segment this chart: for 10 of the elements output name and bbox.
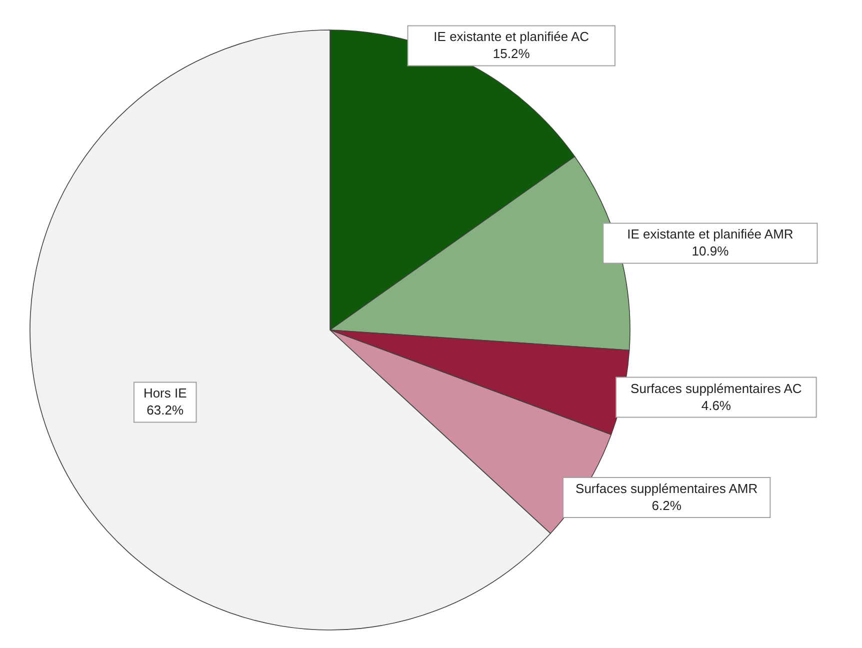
slice-label: IE existante et planifiée AC [434,29,590,44]
slice-label: IE existante et planifiée AMR [627,226,794,242]
data-label: 10.9% [692,244,730,259]
slice-label: Surfaces supplémentaires AC [630,380,802,396]
slice-label: Surfaces supplémentaires AMR [576,480,758,496]
slice-label: Hors IE [143,386,188,401]
data-label: 63.2% [146,402,184,418]
data-label: 6.2% [652,498,682,513]
data-label: 4.6% [701,398,732,413]
data-label: 15.2% [492,46,530,62]
